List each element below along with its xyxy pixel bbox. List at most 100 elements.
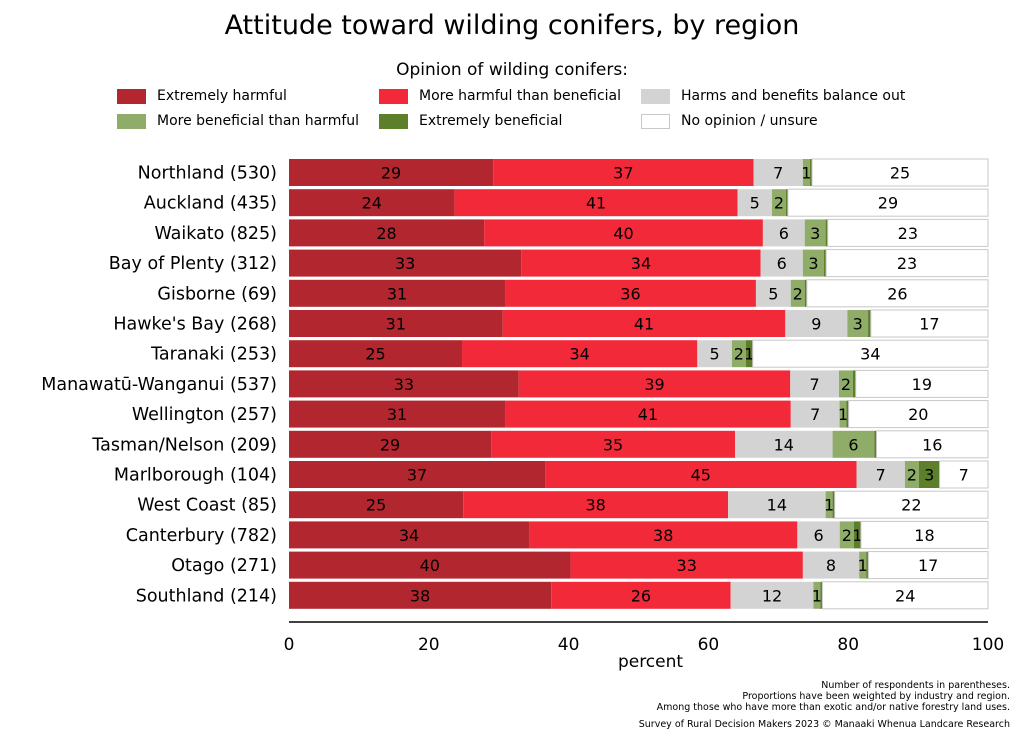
bar-segment [289, 400, 506, 428]
bar-value-label: 1 [838, 405, 848, 424]
bar-value-label: 2 [734, 345, 744, 364]
bar-value-label: 45 [691, 466, 711, 485]
bar-segment [737, 189, 773, 217]
bar-value-label: 38 [585, 496, 605, 515]
bar-row-west-coast: 25 38 14 1 22 [289, 490, 989, 519]
bar-segment [868, 310, 871, 337]
bar-value-label: 38 [653, 526, 673, 545]
bar-segment [904, 461, 919, 488]
bar-value-label: 7 [810, 405, 820, 424]
bar-segment [462, 340, 698, 368]
legend-item-extremely-beneficial: Extremely beneficial [379, 113, 562, 129]
bar-value-label: 29 [878, 194, 898, 213]
bar-value-label: 25 [366, 496, 386, 515]
bar-row-waikato: 28 40 6 3 23 [289, 218, 989, 247]
bar-segment [289, 159, 494, 186]
bar-segment [505, 400, 791, 428]
bar-segment [825, 249, 989, 278]
bar-value-label: 6 [813, 526, 823, 545]
bar-segment [785, 310, 848, 337]
bar-row-otago: 40 33 8 1 17 [289, 551, 989, 580]
bar-segment [827, 218, 989, 247]
legend-swatch-more-harmful [379, 88, 408, 104]
bar-row-bay-of-plenty: 33 34 6 3 23 [289, 249, 989, 278]
chart-title: Attitude toward wilding conifers, by reg… [224, 10, 800, 41]
bar-segment [529, 521, 798, 549]
bar-value-label: 7 [810, 375, 820, 394]
bar-value-label: 16 [922, 435, 942, 454]
bar-segment [289, 491, 464, 519]
bar-value-label: 3 [808, 254, 818, 273]
bar-segment [802, 159, 810, 186]
x-axis-title: percent [618, 652, 683, 672]
bar-segment [874, 430, 877, 458]
bar-segment [809, 159, 813, 186]
bar-value-label: 14 [774, 435, 794, 454]
bar-value-label: 3 [853, 315, 863, 334]
bar-value-label: 26 [887, 284, 907, 303]
bar-value-label: 36 [620, 284, 640, 303]
footnote-3: Among those who have more than exotic an… [656, 702, 1010, 713]
legend-item-more-harmful: More harmful than beneficial [379, 88, 621, 104]
bar-value-label: 1 [858, 556, 868, 575]
bar-value-label: 31 [386, 315, 406, 334]
bar-segment [820, 581, 823, 609]
footnote-2: Proportions have been weighted by indust… [742, 691, 1010, 702]
bar-value-label: 2 [793, 284, 803, 303]
bar-segment [753, 159, 803, 186]
bar-segment [790, 370, 840, 398]
bar-value-label: 40 [420, 556, 440, 575]
bar-segment [790, 400, 840, 428]
bar-value-label: 9 [811, 315, 821, 334]
bar-segment [811, 158, 989, 187]
bar-value-label: 34 [569, 345, 589, 364]
x-tick-label: 80 [837, 635, 859, 655]
category-label: Tasman/Nelson (209) [91, 435, 277, 455]
category-label: Waikato (825) [154, 224, 277, 244]
x-tick-label: 40 [558, 635, 580, 655]
bar-value-label: 7 [959, 466, 969, 485]
bar-value-label: 12 [762, 586, 782, 605]
legend-item-balance: Harms and benefits balance out [641, 88, 905, 104]
legend-label-extremely-harmful: Extremely harmful [157, 88, 287, 104]
x-tick-label: 0 [284, 635, 295, 655]
bar-segment [289, 310, 503, 337]
bar-row-northland: 29 37 7 1 25 [289, 158, 989, 187]
category-label: Bay of Plenty (312) [109, 254, 277, 274]
bar-segment [752, 339, 989, 368]
bar-segment [860, 520, 989, 549]
legend-swatch-balance [641, 88, 670, 104]
bar-segment [853, 521, 861, 549]
bar-value-label: 2 [841, 375, 851, 394]
bar-value-label: 41 [586, 194, 606, 213]
bar-value-label: 6 [848, 435, 858, 454]
category-label: Hawke's Bay (268) [113, 315, 277, 335]
bar-segment [521, 249, 761, 277]
bar-segment [852, 370, 856, 398]
category-label: Gisborne (69) [157, 284, 277, 304]
category-label: Marlborough (104) [114, 466, 277, 486]
bar-segment [289, 551, 571, 579]
bar-segment [918, 461, 940, 488]
footnote-1: Number of respondents in parentheses. [821, 680, 1010, 691]
bar-segment [731, 340, 746, 368]
bar-row-manawat-wanganui: 33 39 7 2 19 [289, 369, 989, 398]
bar-value-label: 1 [801, 164, 811, 183]
bar-segment [813, 581, 821, 609]
legend-label-extremely-beneficial: Extremely beneficial [419, 113, 563, 129]
bar-value-label: 38 [410, 586, 430, 605]
bar-segment [847, 310, 869, 337]
bar-value-label: 20 [908, 405, 928, 424]
bar-segment [289, 581, 552, 609]
x-tick-label: 100 [972, 635, 1004, 655]
bar-value-label: 40 [613, 224, 633, 243]
bar-value-label: 33 [395, 254, 415, 273]
bar-segment [505, 279, 756, 307]
bar-segment [545, 461, 857, 488]
legend-swatch-more-beneficial [117, 113, 146, 129]
bar-value-label: 8 [826, 556, 836, 575]
bar-value-label: 1 [744, 345, 754, 364]
legend-item-extremely-harmful: Extremely harmful [117, 88, 287, 104]
bar-segment [855, 369, 989, 398]
bar-value-label: 23 [897, 254, 917, 273]
